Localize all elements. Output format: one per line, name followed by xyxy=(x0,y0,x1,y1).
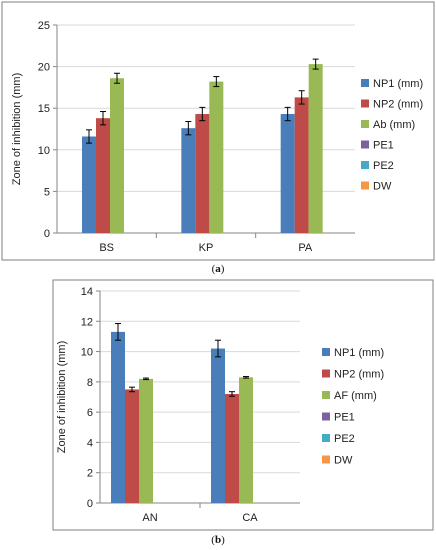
legend-swatch xyxy=(361,99,369,108)
bar-ab xyxy=(209,81,224,234)
y-tick-label: 0 xyxy=(87,498,93,510)
legend-label: PE1 xyxy=(373,140,394,152)
legend-label: PE1 xyxy=(334,412,355,424)
caption-b-letter: b xyxy=(214,534,222,546)
bar-af xyxy=(139,378,153,503)
legend-swatch xyxy=(361,140,369,149)
y-tick-label: 4 xyxy=(87,437,93,449)
legend-label: NP1 (mm) xyxy=(334,347,384,359)
y-tick-label: 20 xyxy=(38,62,50,74)
bar-np2 xyxy=(125,389,139,503)
y-tick-label: 10 xyxy=(81,347,93,359)
y-tick-label: 14 xyxy=(81,286,93,298)
bar-np1 xyxy=(82,136,96,233)
legend-label: NP1 (mm) xyxy=(373,78,423,90)
y-tick-label: 0 xyxy=(44,228,50,240)
bar-np1 xyxy=(280,114,295,233)
legend-label: Ab (mm) xyxy=(373,119,415,131)
x-tick-label: CA xyxy=(242,512,258,524)
y-tick-label: 5 xyxy=(44,186,50,198)
bar-np2 xyxy=(96,118,110,233)
legend-swatch xyxy=(322,412,330,421)
legend-label: NP2 (mm) xyxy=(334,369,384,381)
x-tick-label: PA xyxy=(298,242,313,254)
y-tick-label: 6 xyxy=(87,407,93,419)
x-tick-label: AN xyxy=(142,512,157,524)
legend-swatch xyxy=(361,161,369,169)
bar-np2 xyxy=(195,114,210,233)
legend-swatch xyxy=(361,120,369,128)
caption-b: (b) xyxy=(211,534,225,546)
legend-label: PE2 xyxy=(373,160,394,172)
legend-label: PE2 xyxy=(334,433,355,445)
legend-label: DW xyxy=(373,181,392,193)
bar-ab xyxy=(308,64,323,233)
y-tick-label: 25 xyxy=(38,20,50,32)
legend-label: AF (mm) xyxy=(334,390,377,402)
y-tick-label: 8 xyxy=(87,377,93,389)
legend-swatch xyxy=(322,369,330,378)
bar-np2 xyxy=(294,97,309,233)
bar-np1 xyxy=(211,348,225,503)
y-tick-label: 2 xyxy=(87,468,93,480)
bar-ab xyxy=(110,78,124,233)
bar-np1 xyxy=(111,331,125,503)
y-tick-label: 10 xyxy=(38,145,50,157)
y-axis-label: Zone of inhibition (mm) xyxy=(11,73,23,186)
bar-af xyxy=(239,377,253,503)
legend-swatch xyxy=(322,434,330,442)
legend-swatch xyxy=(322,455,330,464)
chart-panel-a: 0 5 10 15 20 25 Zone of inhibition (mm) BS KP PA N… xyxy=(1,1,435,261)
caption-a: (a) xyxy=(211,263,225,275)
y-axis-label: Zone of inhibition (mm) xyxy=(56,341,68,454)
y-tick-label: 12 xyxy=(81,316,93,328)
bar-np2 xyxy=(225,393,239,503)
legend-label: NP2 (mm) xyxy=(373,99,423,111)
legend-label: DW xyxy=(334,455,353,467)
legend-swatch xyxy=(361,79,369,87)
legend-swatch xyxy=(361,181,369,190)
y-tick-label: 15 xyxy=(38,103,50,115)
chart-panel-b: 0 2 4 6 8 10 12 14 Zone of inhibition (mm) AN CA NP… xyxy=(52,279,434,531)
legend-swatch xyxy=(322,348,330,356)
legend-swatch xyxy=(322,391,330,399)
x-tick-label: BS xyxy=(99,242,114,254)
x-tick-label: KP xyxy=(199,242,214,254)
caption-a-letter: a xyxy=(215,263,221,275)
bar-np1 xyxy=(181,128,196,233)
